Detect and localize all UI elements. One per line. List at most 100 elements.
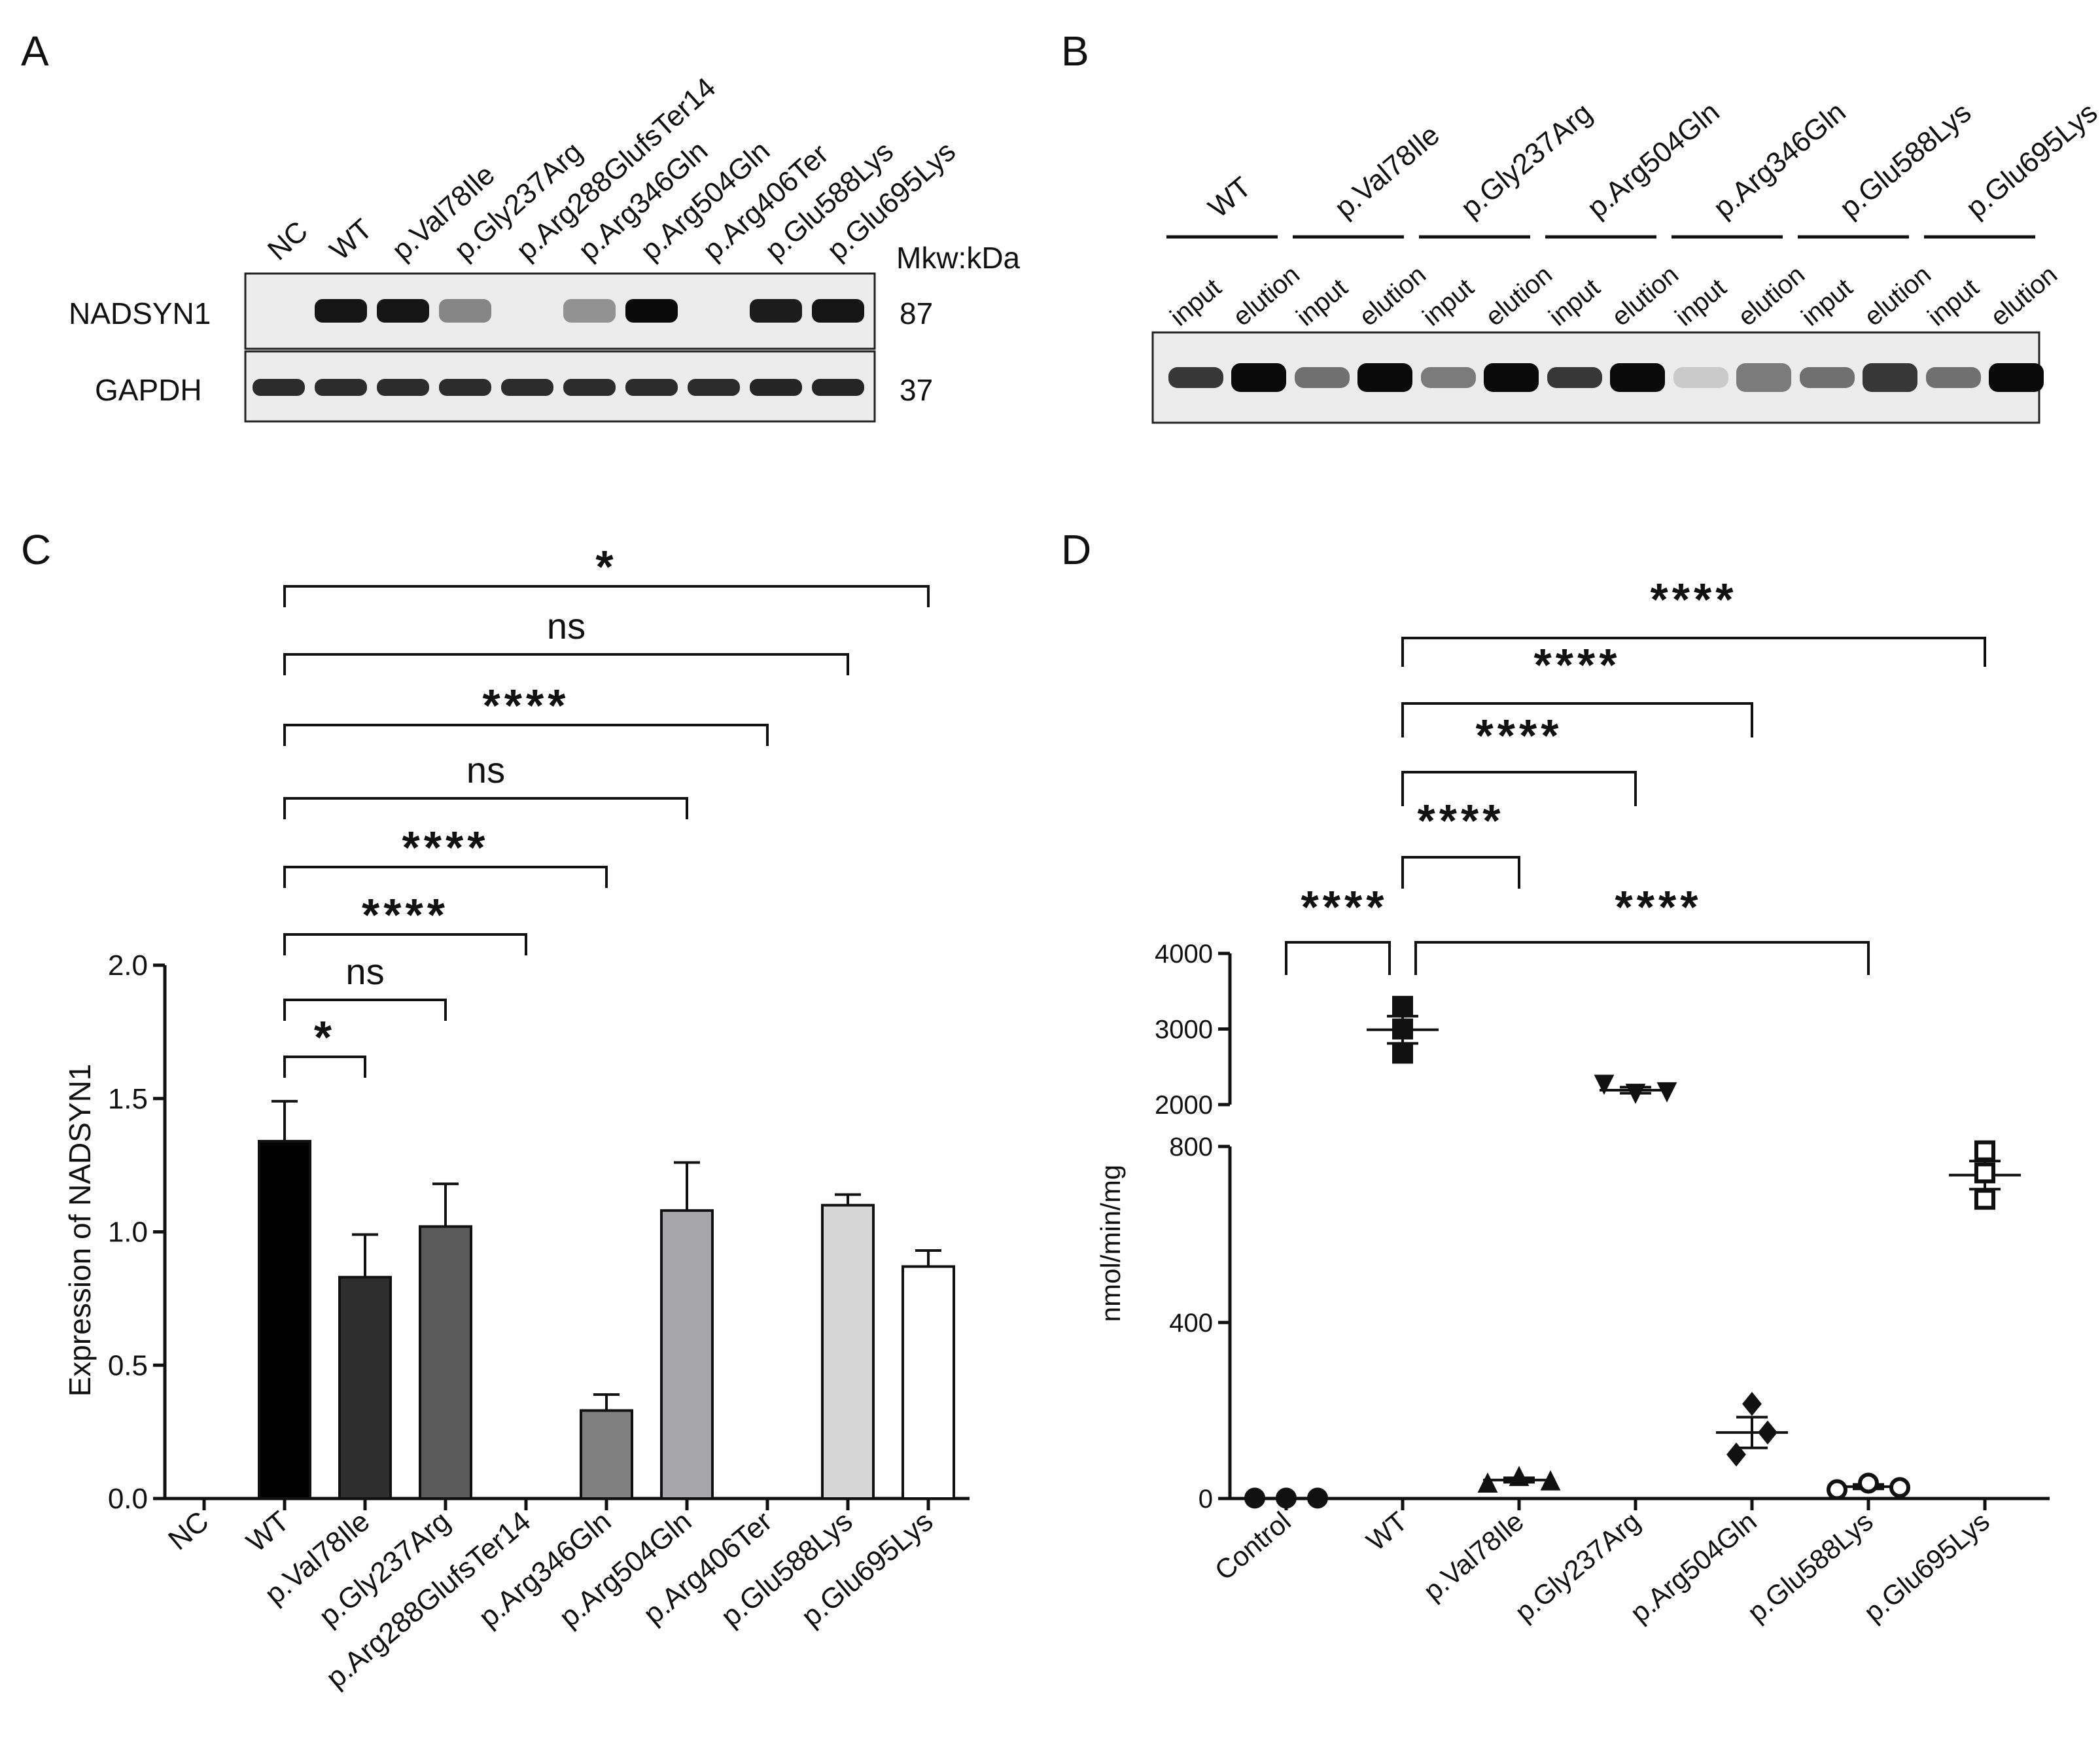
chart-d-point-p-arg504gln-1: [1742, 1392, 1762, 1416]
band-p-arg504gln-input: [1547, 367, 1602, 388]
band-p-glu695lys-input: [1926, 367, 1981, 388]
chart-c-bar-wt: [258, 1139, 311, 1500]
band-p-glu695lys-elution: [1989, 363, 2044, 392]
band-p-val78ile-elution: [1357, 363, 1412, 392]
chart-c-bracket-p-arg346gln: [283, 866, 608, 888]
band-gapdh-p-gly237arg: [439, 379, 491, 396]
chart-d-bracket-p-glu695lys: [1401, 637, 1986, 667]
chart-d-y-tick-label: 4000: [1155, 940, 1213, 968]
blot-b-lane-label-p-arg346gln-elution: elution: [1733, 260, 1811, 331]
blot-b-group-label-wt: WT: [1202, 171, 1257, 224]
band-gapdh-nc: [253, 379, 305, 396]
chart-c-significance-p-arg406ter: ****: [483, 680, 570, 731]
band-p-gly237arg-input: [1421, 367, 1476, 388]
chart-c-y-tick-label: 2.0: [108, 949, 148, 982]
chart-c-significance-p-glu588lys: ns: [547, 605, 586, 647]
chart-c-bar-p-arg504gln: [660, 1209, 714, 1500]
chart-c-bar-p-val78ile: [338, 1275, 392, 1500]
chart-c-bar-p-glu588lys: [821, 1203, 875, 1500]
chart-c-x-tick-label-wt: WT: [241, 1505, 296, 1559]
chart-d-significance-p-glu695lys: ****: [1651, 574, 1738, 625]
chart-d-x-tick-label-p-val78ile: p.Val78Ile: [1418, 1506, 1530, 1606]
blot-b-bands: [1168, 363, 2044, 392]
chart-d-y-tick-label: 3000: [1155, 1016, 1213, 1044]
blot-b-lane-label-p-glu588lys-elution: elution: [1859, 260, 1937, 331]
chart-d-significance-brackets: **** **** **** **** **** ****: [1285, 574, 1986, 975]
chart-d-point-p-val78ile-2: [1509, 1466, 1530, 1486]
blot-b-group-label-p-val78ile: p.Val78Ile: [1329, 118, 1446, 224]
band-gapdh-p-arg504gln: [625, 379, 678, 396]
chart-c-bracket-p-arg504gln: [283, 797, 688, 819]
band-p-gly237arg-elution: [1484, 363, 1539, 392]
panel-c-bar-chart: Expression of NADSYN1 0.0 0.5 1.0 1.5 2.0 NC…: [63, 541, 970, 1694]
chart-d-bracket-p-arg504gln: [1401, 702, 1753, 737]
chart-d-y-axis-label: nmol/min/mg: [1095, 1165, 1126, 1322]
band-gapdh-p-glu695lys: [812, 379, 864, 396]
chart-d-x-tick-labels: Control WT p.Val78Ilep.Gly237Argp.Arg504Gl…: [1209, 1506, 1995, 1629]
band-gapdh-p-arg288glufster14: [501, 379, 553, 396]
blot-b-lane-label-p-val78ile-elution: elution: [1354, 260, 1432, 331]
chart-c-bars: [258, 1099, 955, 1500]
chart-c-bracket-p-arg406ter: [283, 724, 769, 746]
chart-c-x-tick-label-nc: NC: [162, 1505, 215, 1556]
chart-d-significance-p-gly237arg: ****: [1476, 710, 1563, 761]
chart-c-significance-brackets: *ns********ns****ns*: [283, 541, 930, 1078]
blot-a-mw-gapdh: 37: [900, 373, 933, 407]
panel-letter-a: A: [21, 27, 49, 75]
chart-d-bracket-p-glu588lys: [1414, 941, 1870, 975]
chart-d-y-tick-label: 0: [1199, 1485, 1213, 1514]
chart-d-x-tick-label-p-arg504gln: p.Arg504Gln: [1624, 1506, 1762, 1629]
blot-a-row-label-gapdh: GAPDH: [95, 373, 202, 407]
chart-d-point-p-glu695lys-3: [1974, 1188, 1995, 1210]
blot-a-lane-label-nc: NC: [262, 215, 314, 266]
band-gapdh-p-arg406ter: [688, 379, 740, 396]
chart-d-point-control-2: [1276, 1487, 1297, 1509]
chart-c-significance-p-arg504gln: ns: [466, 749, 505, 790]
chart-d-axes: 0 400 800 2000 3000 4000: [1155, 940, 2050, 1514]
chart-d-significance-p-glu588lys: ****: [1615, 881, 1702, 932]
chart-d-point-p-glu695lys-1: [1974, 1140, 1995, 1162]
chart-c-y-tick-label: 0.0: [108, 1483, 148, 1515]
chart-c-significance-p-gly237arg: ns: [345, 951, 384, 992]
chart-d-point-p-arg504gln-3: [1758, 1420, 1777, 1445]
chart-d-point-p-gly237arg-2: [1625, 1084, 1646, 1105]
chart-d-x-tick-label-wt: WT: [1361, 1506, 1413, 1557]
chart-c-y-axis-label: Expression of NADSYN1: [63, 1064, 97, 1397]
chart-d-significance-p-val78ile: ****: [1418, 795, 1505, 846]
band-wt-elution: [1231, 363, 1286, 392]
chart-c-y-tick-label: 1.5: [108, 1083, 148, 1115]
blot-b-lane-label-wt-elution: elution: [1228, 260, 1306, 331]
blot-b-group-labels: WT p.Val78Ile p.Gly237Argp.Arg504Glnp.Arg3…: [1166, 96, 2100, 239]
blot-a-lane-labels: NC WT p.Val78Ilep.Gly237Argp.Arg288GlufsTe…: [262, 71, 962, 266]
chart-c-bracket-p-glu695lys: [283, 585, 930, 607]
blot-b-lane-label-p-arg504gln-elution: elution: [1607, 260, 1685, 331]
band-nadsyn1-p-glu588lys: [750, 299, 802, 323]
chart-d-bracket-p-gly237arg: [1401, 771, 1637, 806]
chart-d-point-p-glu588lys-1: [1827, 1479, 1847, 1500]
blot-b-lane-label-p-gly237arg-elution: elution: [1480, 260, 1558, 331]
chart-d-points: [1244, 995, 2021, 1509]
chart-d-bracket-control: [1285, 941, 1391, 975]
chart-d-bracket-p-val78ile: [1401, 856, 1520, 889]
blot-b-group-label-p-arg504gln: p.Arg504Gln: [1581, 96, 1726, 224]
chart-d-point-control-1: [1244, 1487, 1265, 1509]
blot-a-bands: [253, 299, 864, 396]
chart-d-y-tick-label: 800: [1169, 1133, 1213, 1162]
panel-letter-b: B: [1061, 27, 1089, 75]
chart-d-point-p-glu695lys-2: [1974, 1162, 1995, 1184]
chart-c-significance-p-val78ile: *: [314, 1012, 336, 1063]
band-nadsyn1-p-gly237arg: [439, 299, 491, 323]
chart-c-significance-p-arg288glufster14: ****: [362, 889, 449, 940]
band-p-val78ile-input: [1295, 367, 1350, 388]
chart-d-significance-control: ****: [1301, 881, 1388, 932]
chart-c-y-tick-label: 1.0: [108, 1216, 148, 1249]
chart-c-axes: 0.0 0.5 1.0 1.5 2.0: [108, 949, 970, 1515]
chart-c-bar-p-arg346gln: [580, 1409, 633, 1500]
chart-d-x-tick-label-p-glu695lys: p.Glu695Lys: [1858, 1506, 1995, 1628]
chart-c-y-tick-label: 0.5: [108, 1349, 148, 1381]
band-p-arg504gln-elution: [1610, 363, 1665, 392]
chart-c-bar-p-glu695lys: [901, 1265, 955, 1500]
band-nadsyn1-p-val78ile: [377, 299, 429, 323]
blot-b-group-label-p-glu588lys: p.Glu588Lys: [1834, 96, 1978, 224]
